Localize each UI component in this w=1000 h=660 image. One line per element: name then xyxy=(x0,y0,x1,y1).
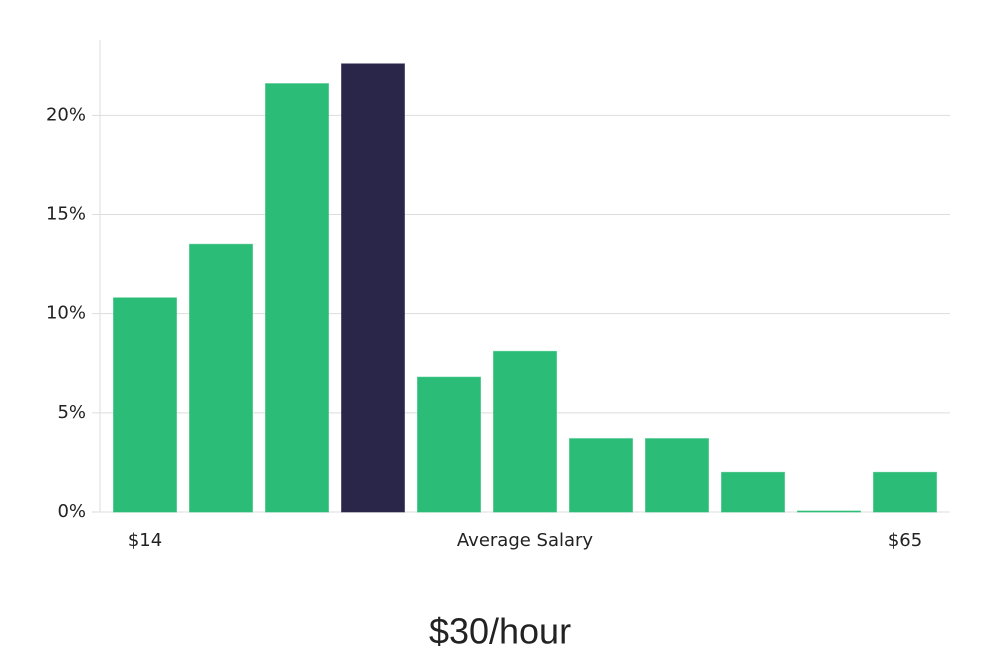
x-tick-label: $14 xyxy=(128,530,162,551)
y-tick-label: 15% xyxy=(46,204,86,225)
bar xyxy=(113,297,177,513)
bar xyxy=(797,510,861,513)
bar xyxy=(341,63,405,513)
bar xyxy=(569,438,633,513)
bar xyxy=(645,438,709,513)
bar xyxy=(417,376,481,513)
bar xyxy=(873,471,937,513)
y-tick-label: 20% xyxy=(46,104,86,125)
caption: $30/hour xyxy=(429,611,571,652)
y-tick-label: 10% xyxy=(46,303,86,324)
x-axis-label: Average Salary xyxy=(457,530,594,551)
x-tick-label: $65 xyxy=(888,530,922,551)
bar xyxy=(265,83,329,513)
y-tick-label: 5% xyxy=(57,402,86,423)
y-tick-label: 0% xyxy=(57,501,86,522)
bar xyxy=(493,350,557,513)
bar xyxy=(189,243,253,513)
bar xyxy=(721,471,785,513)
